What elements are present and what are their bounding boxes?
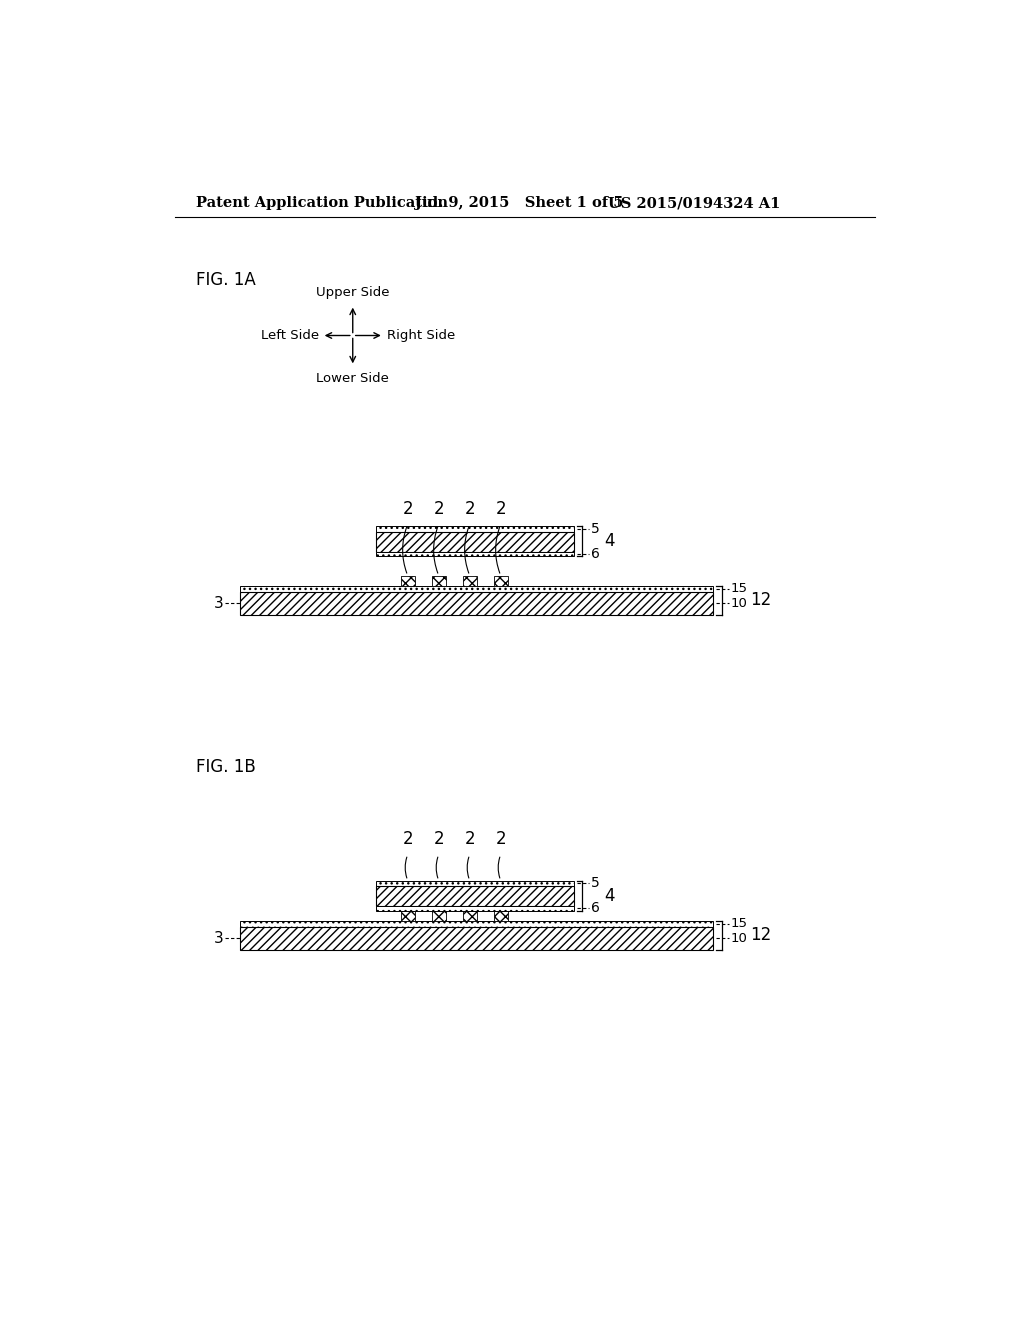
Bar <box>241 591 713 615</box>
Text: Lower Side: Lower Side <box>316 372 389 385</box>
Bar <box>376 886 573 906</box>
Bar <box>241 921 713 927</box>
Text: 5: 5 <box>591 876 599 891</box>
Text: 4: 4 <box>604 887 615 904</box>
Text: Patent Application Publication: Patent Application Publication <box>197 197 449 210</box>
Text: 6: 6 <box>591 548 599 561</box>
Text: FIG. 1A: FIG. 1A <box>197 271 256 289</box>
Bar <box>463 911 477 921</box>
Text: 10: 10 <box>730 932 748 945</box>
Bar <box>376 532 573 552</box>
Text: 5: 5 <box>591 523 599 536</box>
Text: 3: 3 <box>214 931 223 946</box>
Text: Jul. 9, 2015   Sheet 1 of 5: Jul. 9, 2015 Sheet 1 of 5 <box>415 197 624 210</box>
Text: 15: 15 <box>730 917 748 931</box>
Bar <box>494 911 508 921</box>
Bar <box>241 586 713 591</box>
Bar <box>241 927 713 950</box>
Bar <box>376 880 573 886</box>
Bar <box>494 576 508 586</box>
Text: Upper Side: Upper Side <box>316 285 389 298</box>
Text: 2: 2 <box>402 500 413 517</box>
Bar <box>376 552 573 557</box>
Text: 6: 6 <box>591 902 599 915</box>
Text: Right Side: Right Side <box>387 329 455 342</box>
Text: FIG. 1B: FIG. 1B <box>197 758 256 776</box>
Text: 2: 2 <box>465 830 475 849</box>
Bar <box>463 576 477 586</box>
Text: 2: 2 <box>496 830 506 849</box>
Text: 2: 2 <box>496 500 506 517</box>
Text: US 2015/0194324 A1: US 2015/0194324 A1 <box>608 197 781 210</box>
Text: 2: 2 <box>433 830 444 849</box>
Text: 2: 2 <box>402 830 413 849</box>
Bar <box>400 911 415 921</box>
Bar <box>376 527 573 532</box>
Text: 3: 3 <box>214 595 223 611</box>
Bar <box>376 906 573 911</box>
Text: 12: 12 <box>751 927 771 944</box>
Bar <box>400 576 415 586</box>
Text: 15: 15 <box>730 582 748 595</box>
Bar <box>432 576 445 586</box>
Text: 4: 4 <box>604 532 615 550</box>
Bar <box>432 911 445 921</box>
Text: 10: 10 <box>730 597 748 610</box>
Text: 12: 12 <box>751 591 771 610</box>
Text: 2: 2 <box>465 500 475 517</box>
Text: 2: 2 <box>433 500 444 517</box>
Text: Left Side: Left Side <box>260 329 318 342</box>
